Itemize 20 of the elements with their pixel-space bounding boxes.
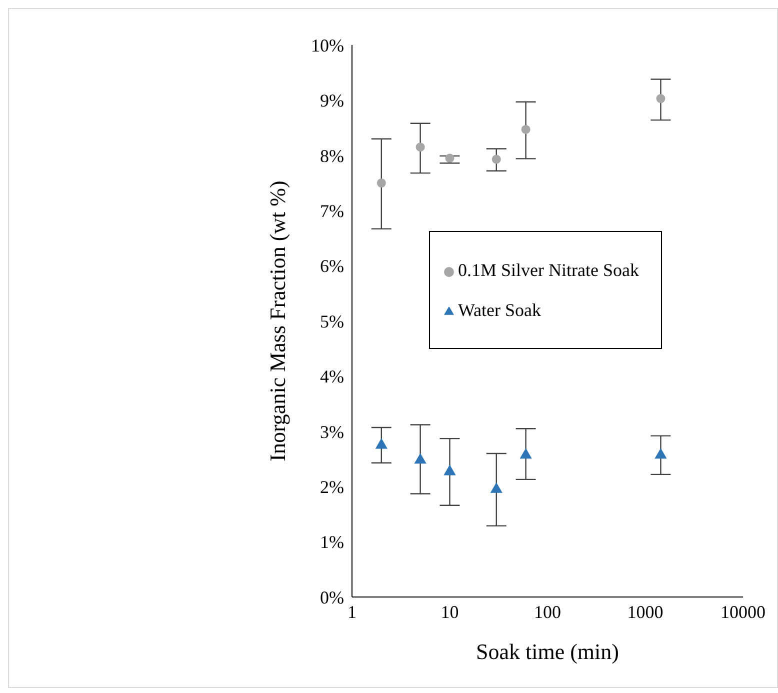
x-tick-label: 100 — [534, 602, 561, 622]
y-tick-label: 6% — [320, 256, 344, 276]
y-tick-label: 5% — [320, 311, 344, 332]
legend-label: 0.1M Silver Nitrate Soak — [458, 260, 639, 280]
y-tick-label: 7% — [320, 200, 344, 221]
x-tick-label: 1000 — [627, 602, 664, 622]
y-tick-label: 2% — [320, 476, 344, 497]
y-tick-label: 10% — [310, 35, 344, 56]
y-tick-label: 0% — [320, 587, 344, 608]
x-tick-label: 10000 — [720, 602, 766, 622]
x-tick-label: 10 — [440, 602, 459, 622]
x-axis-title: Soak time (min) — [476, 639, 619, 664]
legend-label: Water Soak — [458, 300, 542, 320]
y-tick-label: 4% — [320, 366, 344, 387]
y-axis-title: Inorganic Mass Fraction (wt %) — [264, 180, 290, 462]
x-tick-label: 1 — [347, 602, 356, 622]
y-tick-label: 8% — [320, 146, 344, 166]
y-tick-label: 3% — [320, 422, 344, 442]
y-tick-label: 9% — [320, 90, 344, 111]
y-tick-label: 1% — [320, 532, 344, 552]
